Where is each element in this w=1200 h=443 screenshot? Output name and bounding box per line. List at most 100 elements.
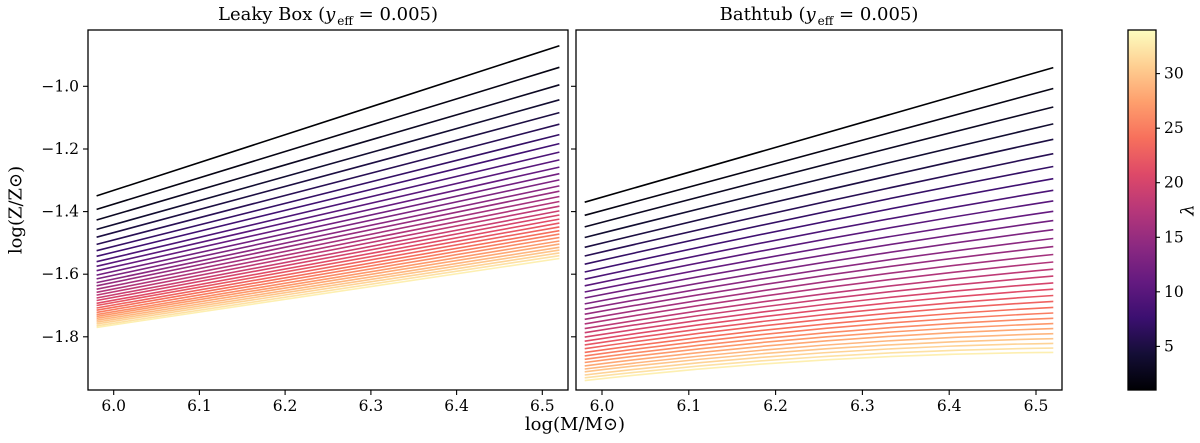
model-line xyxy=(584,312,1054,357)
model-line xyxy=(96,240,560,318)
x-tick-label: 6.3 xyxy=(850,397,875,415)
model-line xyxy=(584,245,1054,315)
model-line xyxy=(584,138,1054,249)
y-tick-label: −1.4 xyxy=(41,203,79,221)
model-line xyxy=(96,99,560,231)
title-subscript: eff xyxy=(817,13,834,28)
model-line xyxy=(96,159,560,268)
model-line xyxy=(584,351,1054,382)
model-line xyxy=(96,214,560,302)
model-line xyxy=(584,237,1054,310)
x-tick-label: 6.1 xyxy=(187,397,212,415)
model-line xyxy=(96,151,560,263)
title-var: y xyxy=(325,4,336,25)
model-line xyxy=(584,66,1054,203)
y-tick-label: −1.0 xyxy=(41,77,79,95)
model-line xyxy=(584,282,1054,338)
x-tick-label: 6.3 xyxy=(359,397,384,415)
model-line xyxy=(96,226,560,309)
model-line xyxy=(584,219,1054,299)
model-line xyxy=(584,306,1054,354)
title-prefix: Leaky Box ( xyxy=(218,4,326,25)
title-var: y xyxy=(805,4,816,25)
model-line xyxy=(584,228,1054,305)
model-line xyxy=(96,190,560,287)
title-prefix: Bathtub ( xyxy=(719,4,806,25)
model-line xyxy=(584,327,1054,367)
model-line xyxy=(584,189,1054,280)
panel-border xyxy=(87,29,569,391)
model-line xyxy=(96,84,560,221)
model-line xyxy=(96,133,560,252)
model-line xyxy=(96,200,560,294)
model-line xyxy=(584,268,1054,330)
model-line xyxy=(584,152,1054,257)
model-line xyxy=(584,332,1054,370)
model-line xyxy=(96,111,560,238)
model-line xyxy=(584,210,1054,293)
model-line xyxy=(584,123,1054,239)
model-line xyxy=(584,177,1054,273)
x-tick-label: 6.5 xyxy=(530,397,555,415)
colorbar-border xyxy=(1127,29,1157,391)
model-line xyxy=(96,222,560,307)
x-tick-label: 6.5 xyxy=(1024,397,1049,415)
y-tick-label: −1.2 xyxy=(41,140,79,158)
model-line xyxy=(96,249,560,323)
model-line xyxy=(96,123,560,246)
model-line xyxy=(96,233,560,314)
model-line xyxy=(96,229,560,311)
model-line xyxy=(96,254,560,327)
model-line xyxy=(96,195,560,290)
model-line xyxy=(96,236,560,316)
x-tick-label: 6.2 xyxy=(273,397,298,415)
model-line xyxy=(584,347,1054,379)
model-line xyxy=(584,261,1054,325)
y-tick-label: −1.8 xyxy=(41,328,79,346)
model-line xyxy=(96,185,560,284)
model-line xyxy=(584,300,1054,350)
title-suffix: = 0.005) xyxy=(833,4,919,25)
x-tick-label: 6.0 xyxy=(101,397,126,415)
model-line xyxy=(584,253,1054,321)
model-line xyxy=(96,172,560,276)
model-line xyxy=(96,66,560,211)
model-line xyxy=(584,288,1054,342)
model-line xyxy=(584,342,1054,376)
colorbar-tick-label: 15 xyxy=(1164,228,1184,246)
title-suffix: = 0.005) xyxy=(352,4,438,25)
model-line xyxy=(96,210,560,299)
colorbar-tick-label: 30 xyxy=(1164,65,1184,83)
x-axis-label: log(M/M⊙) xyxy=(524,414,626,435)
model-line xyxy=(584,165,1054,265)
model-line xyxy=(584,275,1054,334)
model-line xyxy=(584,294,1054,346)
model-line xyxy=(96,246,560,321)
model-line xyxy=(96,252,560,325)
colorbar-tick-label: 5 xyxy=(1164,337,1174,355)
model-line xyxy=(96,243,560,320)
model-line xyxy=(96,205,560,296)
model-line xyxy=(584,106,1054,228)
y-axis-label: log(Z/Z⊙) xyxy=(5,165,27,255)
panel-title-leaky-box: Leaky Box (y eff = 0.005) xyxy=(88,4,568,28)
model-line xyxy=(584,87,1054,217)
colorbar-tick-label: 10 xyxy=(1164,283,1184,301)
colorbar xyxy=(1128,30,1156,390)
x-tick-label: 6.4 xyxy=(444,397,469,415)
colorbar-label: λ xyxy=(1177,204,1199,216)
y-tick-label: −1.6 xyxy=(41,265,79,283)
panel-border xyxy=(575,29,1063,391)
model-line xyxy=(96,218,560,305)
model-line xyxy=(96,257,560,329)
model-line xyxy=(584,337,1054,373)
model-line xyxy=(584,322,1054,364)
x-tick-label: 6.0 xyxy=(590,397,615,415)
panel-title-bathtub: Bathtub (y eff = 0.005) xyxy=(576,4,1062,28)
colorbar-tick-label: 20 xyxy=(1164,174,1184,192)
colorbar-tick-label: 25 xyxy=(1164,119,1184,137)
x-tick-label: 6.4 xyxy=(937,397,962,415)
model-line xyxy=(96,44,560,197)
